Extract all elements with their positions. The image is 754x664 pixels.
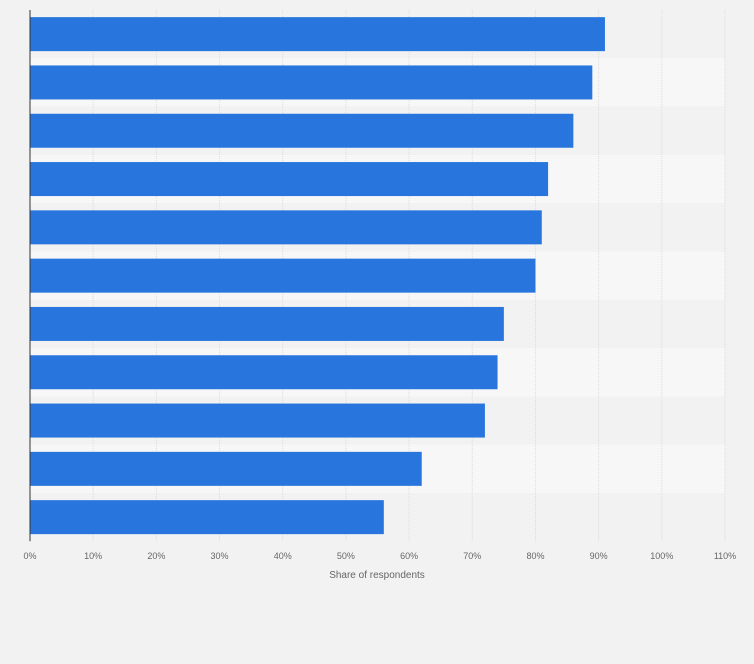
bar[interactable] [30,403,485,438]
x-tick-label: 20% [147,551,165,561]
x-tick-label: 50% [337,551,355,561]
x-tick-label: 100% [650,551,673,561]
x-tick-label: 80% [526,551,544,561]
x-tick-label: 110% [714,551,736,561]
bar[interactable] [30,306,504,341]
bar[interactable] [30,258,536,293]
x-tick-label: 70% [463,551,481,561]
bar[interactable] [30,113,574,148]
x-tick-label: 40% [274,551,292,561]
bar[interactable] [30,162,549,197]
bar[interactable] [30,500,384,535]
bar[interactable] [30,451,422,486]
x-tick-label: 10% [84,551,102,561]
x-tick-label: 90% [590,551,608,561]
x-axis-title: Share of respondents [329,570,425,581]
bar[interactable] [30,355,498,390]
bar[interactable] [30,65,593,100]
bars [30,17,605,535]
x-tick-labels: 0% 10% 20% 30% 40% 50% 60% 70% 80% 90% 100% 110% [23,551,736,561]
bar[interactable] [30,17,605,52]
x-tick-label: 0% [23,551,36,561]
bar[interactable] [30,210,542,245]
x-tick-label: 60% [400,551,418,561]
x-tick-label: 30% [211,551,229,561]
